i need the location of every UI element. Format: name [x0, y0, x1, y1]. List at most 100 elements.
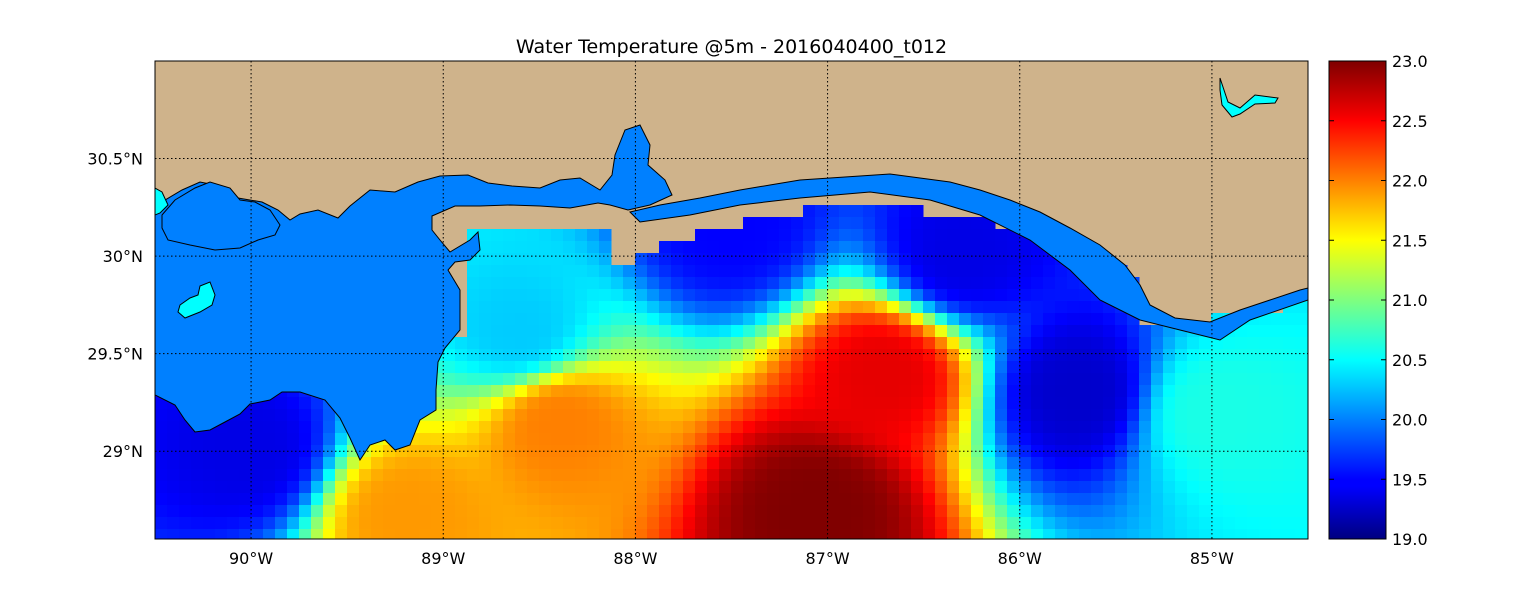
heatmap-cell: [935, 217, 948, 230]
heatmap-cell: [827, 241, 840, 254]
heatmap-cell: [623, 517, 636, 530]
heatmap-cell: [851, 289, 864, 302]
heatmap-cell: [815, 301, 828, 314]
x-tick-label: 90°W: [229, 549, 273, 568]
heatmap-cell: [167, 529, 180, 539]
heatmap-cell: [803, 361, 816, 374]
heatmap-cell: [299, 397, 312, 410]
heatmap-cell: [623, 469, 636, 482]
heatmap-cell: [515, 481, 528, 494]
heatmap-cell: [1199, 385, 1212, 398]
heatmap-cell: [551, 457, 564, 470]
heatmap-cell: [959, 325, 972, 338]
heatmap-cell: [1127, 337, 1140, 350]
heatmap-cell: [731, 325, 744, 338]
heatmap-cell: [863, 385, 876, 398]
heatmap-cell: [947, 361, 960, 374]
heatmap-cell: [299, 505, 312, 518]
heatmap-cell: [1223, 349, 1236, 362]
heatmap-cell: [1295, 349, 1308, 362]
heatmap-cell: [1199, 457, 1212, 470]
heatmap-cell: [503, 493, 516, 506]
heatmap-cell: [539, 409, 552, 422]
heatmap-cell: [671, 433, 684, 446]
heatmap-cell: [779, 241, 792, 254]
heatmap-cell: [779, 361, 792, 374]
heatmap-cell: [899, 421, 912, 434]
heatmap-cell: [527, 289, 540, 302]
heatmap-cell: [935, 397, 948, 410]
heatmap-cell: [527, 385, 540, 398]
heatmap-cell: [791, 349, 804, 362]
heatmap-cell: [707, 457, 720, 470]
heatmap-cell: [479, 481, 492, 494]
heatmap-cell: [923, 229, 936, 242]
heatmap-cell: [695, 349, 708, 362]
heatmap-cell: [815, 349, 828, 362]
heatmap-cell: [527, 325, 540, 338]
heatmap-cell: [719, 445, 732, 458]
heatmap-cell: [875, 373, 888, 386]
heatmap-cell: [587, 433, 600, 446]
heatmap-cell: [323, 433, 336, 446]
heatmap-cell: [527, 313, 540, 326]
heatmap-cell: [623, 301, 636, 314]
heatmap-cell: [983, 325, 996, 338]
heatmap-cell: [743, 529, 756, 539]
heatmap-cell: [803, 529, 816, 539]
heatmap-cell: [947, 457, 960, 470]
heatmap-cell: [947, 217, 960, 230]
heatmap-cell: [335, 529, 348, 539]
heatmap-cell: [1031, 433, 1044, 446]
heatmap-cell: [887, 229, 900, 242]
heatmap-cell: [1307, 313, 1308, 326]
heatmap-cell: [935, 385, 948, 398]
heatmap-cell: [851, 469, 864, 482]
heatmap-cell: [1043, 325, 1056, 338]
heatmap-cell: [671, 289, 684, 302]
heatmap-cell: [971, 373, 984, 386]
heatmap-cell: [1235, 397, 1248, 410]
heatmap-cell: [803, 493, 816, 506]
heatmap-cell: [383, 469, 396, 482]
heatmap-cell: [971, 433, 984, 446]
heatmap-cell: [887, 457, 900, 470]
heatmap-cell: [863, 205, 876, 218]
heatmap-cell: [563, 289, 576, 302]
heatmap-cell: [419, 493, 432, 506]
heatmap-cell: [1223, 373, 1236, 386]
heatmap-cell: [1007, 445, 1020, 458]
heatmap-cell: [767, 421, 780, 434]
heatmap-cell: [875, 289, 888, 302]
heatmap-cell: [995, 445, 1008, 458]
heatmap-cell: [767, 217, 780, 230]
heatmap-cell: [1283, 505, 1296, 518]
heatmap-cell: [659, 445, 672, 458]
heatmap-cell: [995, 313, 1008, 326]
heatmap-cell: [467, 361, 480, 374]
heatmap-cell: [563, 325, 576, 338]
heatmap-cell: [1223, 481, 1236, 494]
heatmap-cell: [1295, 361, 1308, 374]
heatmap-cell: [707, 385, 720, 398]
heatmap-cell: [491, 289, 504, 302]
heatmap-cell: [1007, 421, 1020, 434]
heatmap-cell: [1019, 505, 1032, 518]
heatmap-cell: [539, 265, 552, 278]
heatmap-cell: [287, 517, 300, 530]
heatmap-cell: [587, 253, 600, 266]
x-tick-label: 89°W: [421, 549, 465, 568]
heatmap-cell: [875, 517, 888, 530]
heatmap-cell: [515, 457, 528, 470]
heatmap-cell: [467, 505, 480, 518]
heatmap-cell: [155, 517, 168, 530]
heatmap-cell: [611, 433, 624, 446]
heatmap-cell: [659, 277, 672, 290]
heatmap-cell: [839, 433, 852, 446]
heatmap-cell: [1079, 337, 1092, 350]
heatmap-cell: [1091, 313, 1104, 326]
heatmap-cell: [1283, 337, 1296, 350]
heatmap-cell: [1259, 325, 1272, 338]
heatmap-cell: [1019, 457, 1032, 470]
heatmap-cell: [1103, 325, 1116, 338]
